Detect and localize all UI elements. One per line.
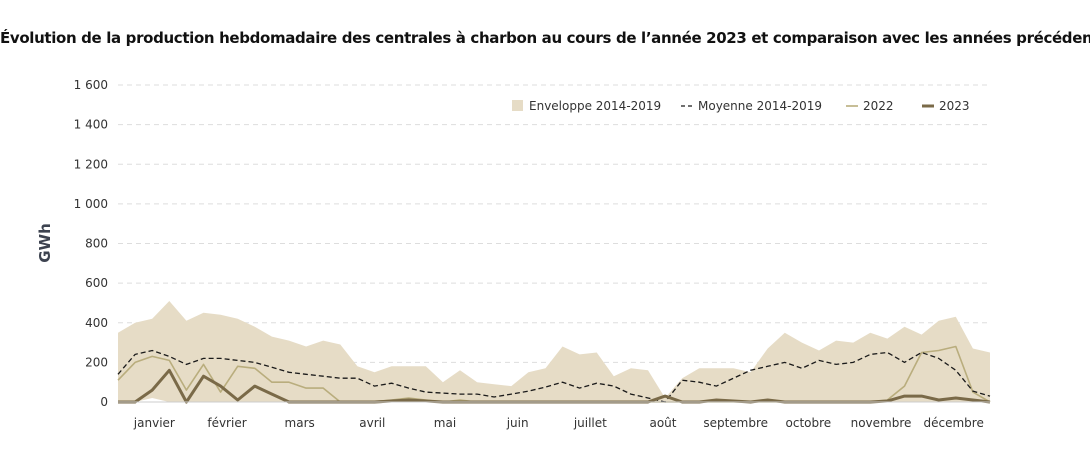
series-envelope-area: [118, 301, 990, 402]
grid-layer: [118, 84, 990, 363]
legend: Enveloppe 2014-2019 Moyenne 2014-2019 2022…: [512, 99, 970, 113]
x-tick-label: septembre: [703, 416, 768, 430]
y-tick-label: 0: [100, 395, 108, 409]
legend-label: Moyenne 2014-2019: [698, 99, 822, 113]
legend-item: 2023: [922, 99, 970, 113]
x-tick-label: janvier: [133, 416, 175, 430]
chart-title: Évolution de la production hebdomadaire …: [0, 29, 1090, 47]
series-average-line: [117, 349, 991, 403]
x-tick-label: mars: [285, 416, 315, 430]
y-axis-label: GWh: [36, 223, 54, 263]
legend-item: 2022: [846, 99, 894, 113]
x-tick-label: mai: [434, 416, 456, 430]
y-tick-label: 1 400: [74, 118, 108, 132]
y-tick-label: 600: [85, 276, 108, 290]
x-tick-label: novembre: [851, 416, 912, 430]
legend-item: Enveloppe 2014-2019: [512, 99, 661, 113]
y-tick-label: 200: [85, 355, 108, 369]
legend-item: Moyenne 2014-2019: [681, 99, 822, 113]
x-tick-label: août: [649, 416, 676, 430]
y-tick-label: 1 200: [74, 157, 108, 171]
x-tick-label: octobre: [786, 416, 832, 430]
series-layer: [117, 301, 991, 404]
axis-layer: 0 200 400 600 800 1 000 1 200 1 400 1 600 janvier…: [74, 78, 990, 430]
y-tick-label: 800: [85, 237, 108, 251]
x-tick-label: décembre: [923, 416, 983, 430]
x-tick-label: février: [207, 416, 246, 430]
x-tick-label: juin: [506, 416, 529, 430]
legend-label: Enveloppe 2014-2019: [529, 99, 661, 113]
y-tick-label: 400: [85, 316, 108, 330]
y-tick-label: 1 600: [74, 78, 108, 92]
legend-label: 2023: [939, 99, 970, 113]
legend-swatch: [512, 100, 523, 111]
x-tick-label: avril: [359, 416, 385, 430]
y-tick-label: 1 000: [74, 197, 108, 211]
legend-label: 2022: [863, 99, 894, 113]
x-tick-label: juillet: [573, 416, 607, 430]
